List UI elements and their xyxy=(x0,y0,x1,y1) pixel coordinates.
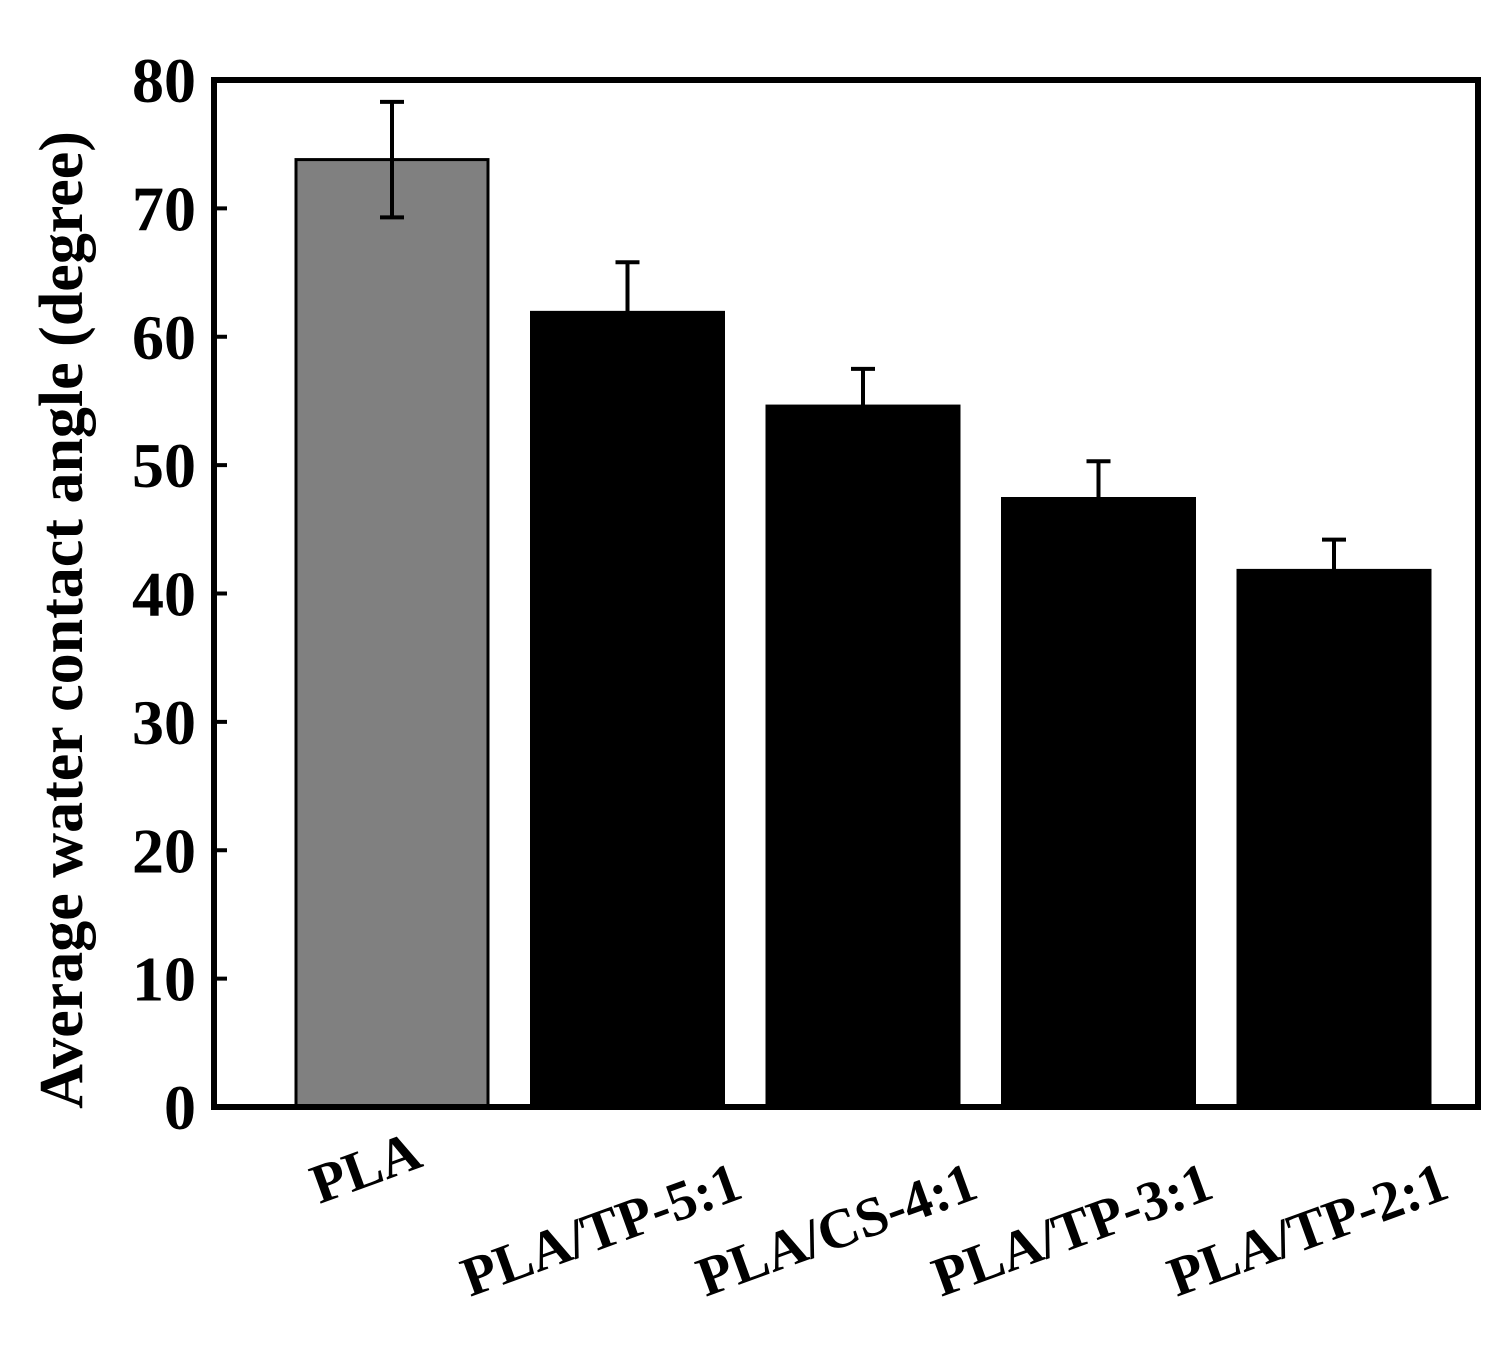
y-tick-label-50: 50 xyxy=(132,430,196,501)
y-tick-label-20: 20 xyxy=(132,815,196,886)
bar-5 xyxy=(1236,568,1432,1109)
bars-layer xyxy=(294,158,1432,1109)
y-tick-label-30: 30 xyxy=(132,687,196,758)
x-tick-label-1: PLA xyxy=(303,1120,430,1217)
bar-2 xyxy=(530,310,725,1109)
bar-1 xyxy=(294,158,490,1109)
y-tick-label-60: 60 xyxy=(132,302,196,373)
y-axis-label: Average water contact angle (degree) xyxy=(28,131,96,1109)
y-tick-label-80: 80 xyxy=(132,45,196,116)
y-axis-ticks: 0 10 20 30 40 50 60 70 80 xyxy=(132,45,227,1143)
bar-3 xyxy=(765,404,961,1109)
x-axis-labels: PLA PLA/TP-5:1PLA/CS-4:1PLA/TP-3:1PLA/TP-… xyxy=(303,1120,1456,1310)
y-tick-label-0: 0 xyxy=(164,1072,196,1143)
y-tick-label-40: 40 xyxy=(132,559,196,630)
y-tick-label-70: 70 xyxy=(132,173,196,244)
y-tick-label-10: 10 xyxy=(132,944,196,1015)
error-bars-layer xyxy=(380,99,1346,571)
bar-4 xyxy=(1001,497,1196,1109)
